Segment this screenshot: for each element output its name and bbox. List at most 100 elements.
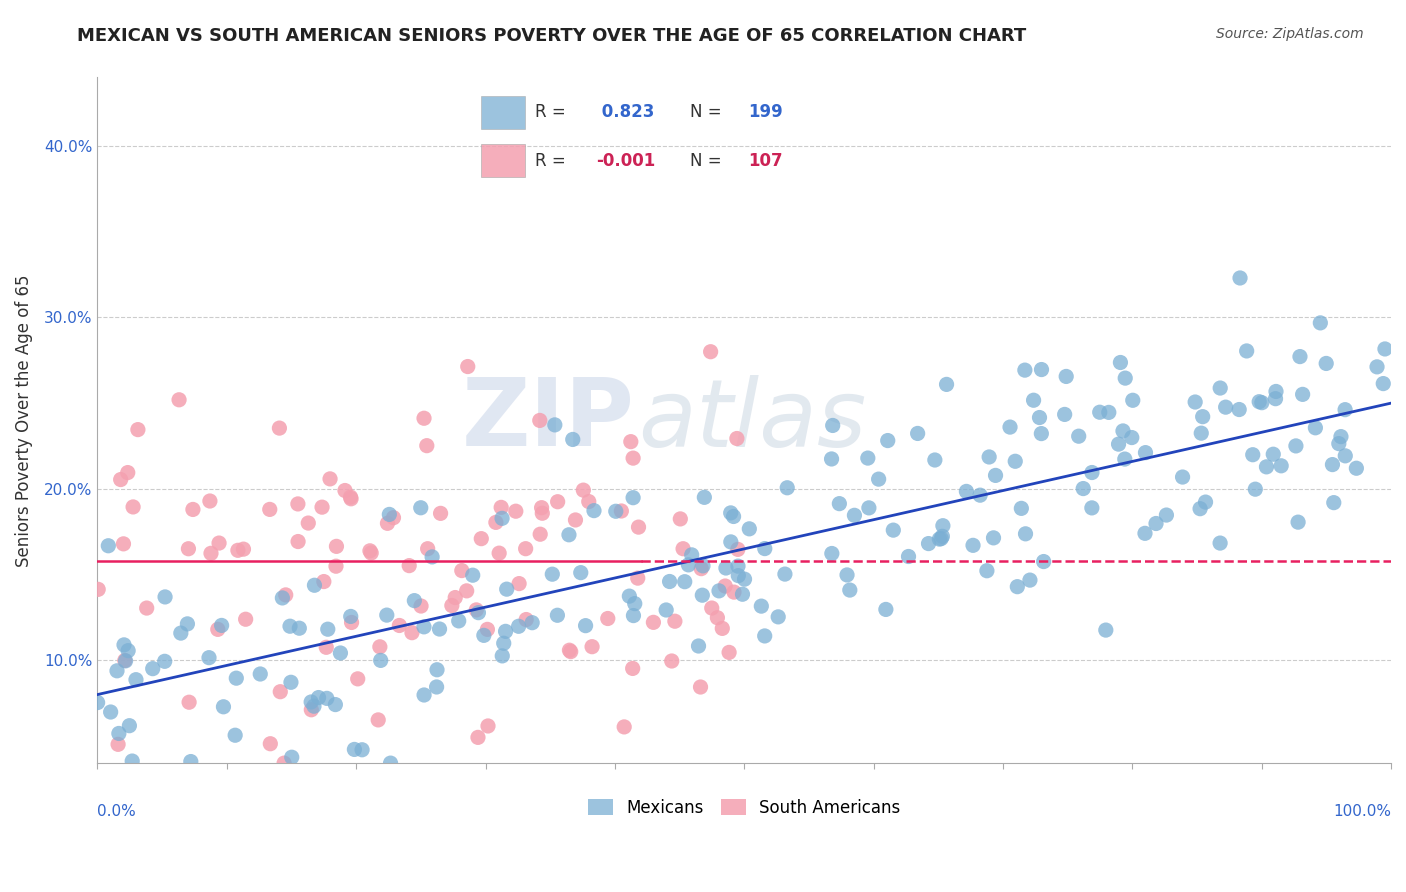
Text: 100.0%: 100.0% xyxy=(1333,805,1391,819)
Mexicans xyxy=(271,591,294,605)
Mexicans xyxy=(623,597,645,611)
South Americans xyxy=(627,571,650,585)
Mexicans xyxy=(112,638,135,652)
Mexicans xyxy=(582,503,605,517)
Mexicans xyxy=(619,589,641,603)
Mexicans xyxy=(1286,515,1309,529)
Mexicans xyxy=(1094,623,1116,637)
Mexicans xyxy=(1109,355,1132,369)
Mexicans xyxy=(749,599,772,614)
Mexicans xyxy=(1330,429,1353,443)
Mexicans xyxy=(546,608,568,623)
Mexicans xyxy=(176,616,198,631)
South Americans xyxy=(107,737,129,751)
Mexicans xyxy=(754,541,776,556)
Mexicans xyxy=(875,602,897,616)
Mexicans xyxy=(707,583,730,598)
Mexicans xyxy=(844,508,866,523)
South Americans xyxy=(596,611,619,625)
Mexicans xyxy=(1270,458,1292,473)
Mexicans xyxy=(727,559,749,574)
Mexicans xyxy=(118,719,141,733)
Mexicans xyxy=(288,621,311,635)
Mexicans xyxy=(302,699,325,714)
South Americans xyxy=(269,421,291,435)
South Americans xyxy=(319,472,342,486)
Mexicans xyxy=(153,654,176,668)
South Americans xyxy=(429,507,451,521)
Mexicans xyxy=(969,488,991,502)
Text: 199: 199 xyxy=(748,103,783,121)
Mexicans xyxy=(868,472,890,486)
Mexicans xyxy=(315,691,337,706)
Text: 0.0%: 0.0% xyxy=(97,805,136,819)
Mexicans xyxy=(932,518,955,533)
Mexicans xyxy=(413,620,436,634)
Mexicans xyxy=(907,426,929,441)
Mexicans xyxy=(461,568,484,582)
Mexicans xyxy=(1081,466,1104,480)
Text: MEXICAN VS SOUTH AMERICAN SENIORS POVERTY OVER THE AGE OF 65 CORRELATION CHART: MEXICAN VS SOUTH AMERICAN SENIORS POVERT… xyxy=(77,27,1026,45)
South Americans xyxy=(699,344,721,359)
Mexicans xyxy=(723,509,745,524)
Mexicans xyxy=(1291,387,1313,401)
South Americans xyxy=(273,756,295,771)
South Americans xyxy=(581,640,603,654)
Mexicans xyxy=(325,698,347,712)
Mexicans xyxy=(308,690,330,705)
South Americans xyxy=(368,640,391,654)
Mexicans xyxy=(467,606,489,620)
South Americans xyxy=(621,451,644,466)
Mexicans xyxy=(738,522,761,536)
Mexicans xyxy=(931,529,953,543)
Mexicans xyxy=(1171,470,1194,484)
Mexicans xyxy=(108,726,131,740)
Mexicans xyxy=(100,705,122,719)
Mexicans xyxy=(495,582,517,596)
Mexicans xyxy=(727,568,749,582)
Mexicans xyxy=(1156,508,1178,522)
South Americans xyxy=(531,506,554,520)
Mexicans xyxy=(984,468,1007,483)
Mexicans xyxy=(125,673,148,687)
Y-axis label: Seniors Poverty Over the Age of 65: Seniors Poverty Over the Age of 65 xyxy=(15,274,32,566)
Mexicans xyxy=(1191,409,1213,424)
Mexicans xyxy=(929,532,952,546)
South Americans xyxy=(388,618,411,632)
Mexicans xyxy=(352,743,374,757)
Mexicans xyxy=(1144,516,1167,531)
Text: N =: N = xyxy=(690,152,727,169)
Mexicans xyxy=(1244,482,1267,496)
South Americans xyxy=(529,413,551,427)
Mexicans xyxy=(1189,426,1212,441)
South Americans xyxy=(664,614,686,628)
Mexicans xyxy=(1031,362,1053,376)
Mexicans xyxy=(1236,343,1258,358)
Mexicans xyxy=(776,481,799,495)
Mexicans xyxy=(754,629,776,643)
South Americans xyxy=(167,392,190,407)
Mexicans xyxy=(329,646,352,660)
Mexicans xyxy=(766,610,789,624)
Mexicans xyxy=(1265,384,1288,399)
South Americans xyxy=(530,500,553,515)
Mexicans xyxy=(1215,400,1237,414)
Mexicans xyxy=(278,619,301,633)
Mexicans xyxy=(343,742,366,756)
South Americans xyxy=(689,680,711,694)
South Americans xyxy=(564,513,586,527)
Text: R =: R = xyxy=(536,103,571,121)
Mexicans xyxy=(1004,454,1026,468)
Mexicans xyxy=(426,680,449,694)
Mexicans xyxy=(623,608,645,623)
Mexicans xyxy=(1327,436,1350,450)
Mexicans xyxy=(858,500,880,515)
Mexicans xyxy=(1010,501,1032,516)
Mexicans xyxy=(1229,271,1251,285)
Mexicans xyxy=(1133,526,1156,541)
Mexicans xyxy=(211,618,233,632)
Mexicans xyxy=(541,567,564,582)
Mexicans xyxy=(544,417,567,432)
Mexicans xyxy=(605,504,627,518)
Mexicans xyxy=(121,754,143,768)
